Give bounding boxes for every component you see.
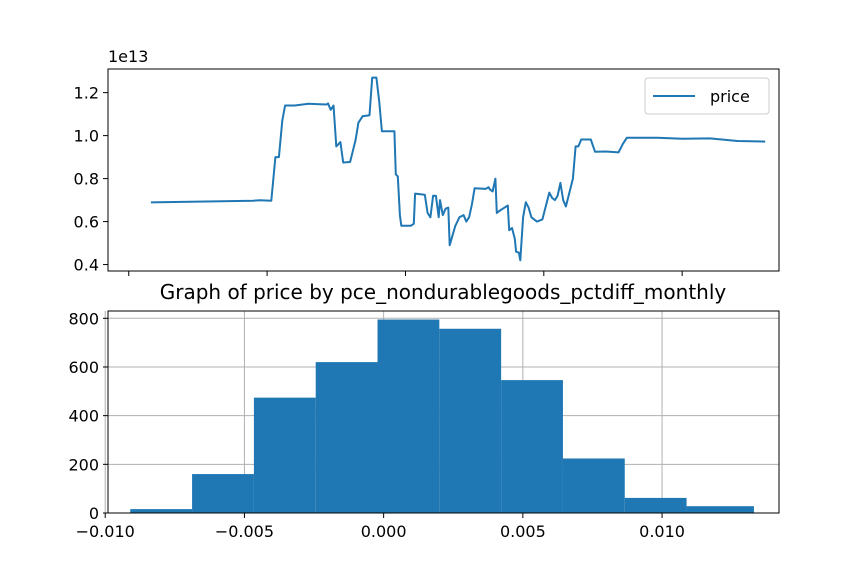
histogram-bar	[192, 474, 254, 513]
y-tick-label: 0.8	[74, 170, 99, 189]
histogram-frame	[107, 310, 780, 514]
histogram-title: Graph of price by pce_nondurablegoods_pc…	[160, 280, 727, 304]
x-tick-label: 0.005	[500, 522, 546, 541]
y-tick-label: 600	[68, 358, 99, 377]
histogram-axes: Graph of price by pce_nondurablegoods_pc…	[68, 280, 780, 541]
histogram-bar	[562, 458, 625, 513]
histogram-bar	[253, 397, 316, 513]
legend-label-price: price	[710, 87, 750, 106]
legend-box	[644, 77, 770, 115]
line-chart-frame	[107, 68, 780, 272]
histogram-bar	[377, 319, 440, 513]
y-tick-label: 0.6	[74, 213, 99, 232]
histogram-x-ticks: −0.010 −0.005 0.000 0.005 0.010	[76, 513, 685, 541]
x-tick-label: 0.010	[639, 522, 685, 541]
y-tick-label: 0	[89, 504, 99, 523]
line-chart-axes: 0.4 0.6 0.8 1.0 1.2 1e13 price	[74, 47, 780, 276]
histogram-bars	[130, 319, 754, 513]
histogram-y-ticks: 0 200 400 600 800	[68, 309, 108, 523]
series-line-price	[150, 76, 766, 262]
y-tick-label: 200	[68, 455, 99, 474]
histogram-bar	[686, 506, 754, 513]
line-chart-y-ticks: 0.4 0.6 0.8 1.0 1.2	[74, 84, 108, 275]
histogram-bar	[315, 362, 378, 513]
line-chart-marks	[150, 76, 766, 262]
histogram-bar	[624, 497, 687, 513]
x-tick-label: −0.010	[76, 522, 135, 541]
x-tick-label: −0.005	[215, 522, 274, 541]
legend: price	[644, 77, 770, 115]
y-tick-label: 400	[68, 407, 99, 426]
histogram-bar	[130, 509, 193, 513]
line-chart-x-ticks	[128, 271, 683, 276]
histogram-bar	[439, 328, 502, 513]
y-offset-label: 1e13	[108, 47, 148, 66]
x-tick-label: 0.000	[361, 522, 407, 541]
y-tick-label: 800	[68, 309, 99, 328]
histogram-bar	[501, 380, 563, 513]
y-tick-label: 1.2	[74, 84, 99, 103]
y-tick-label: 1.0	[74, 127, 99, 146]
y-tick-label: 0.4	[74, 256, 99, 275]
